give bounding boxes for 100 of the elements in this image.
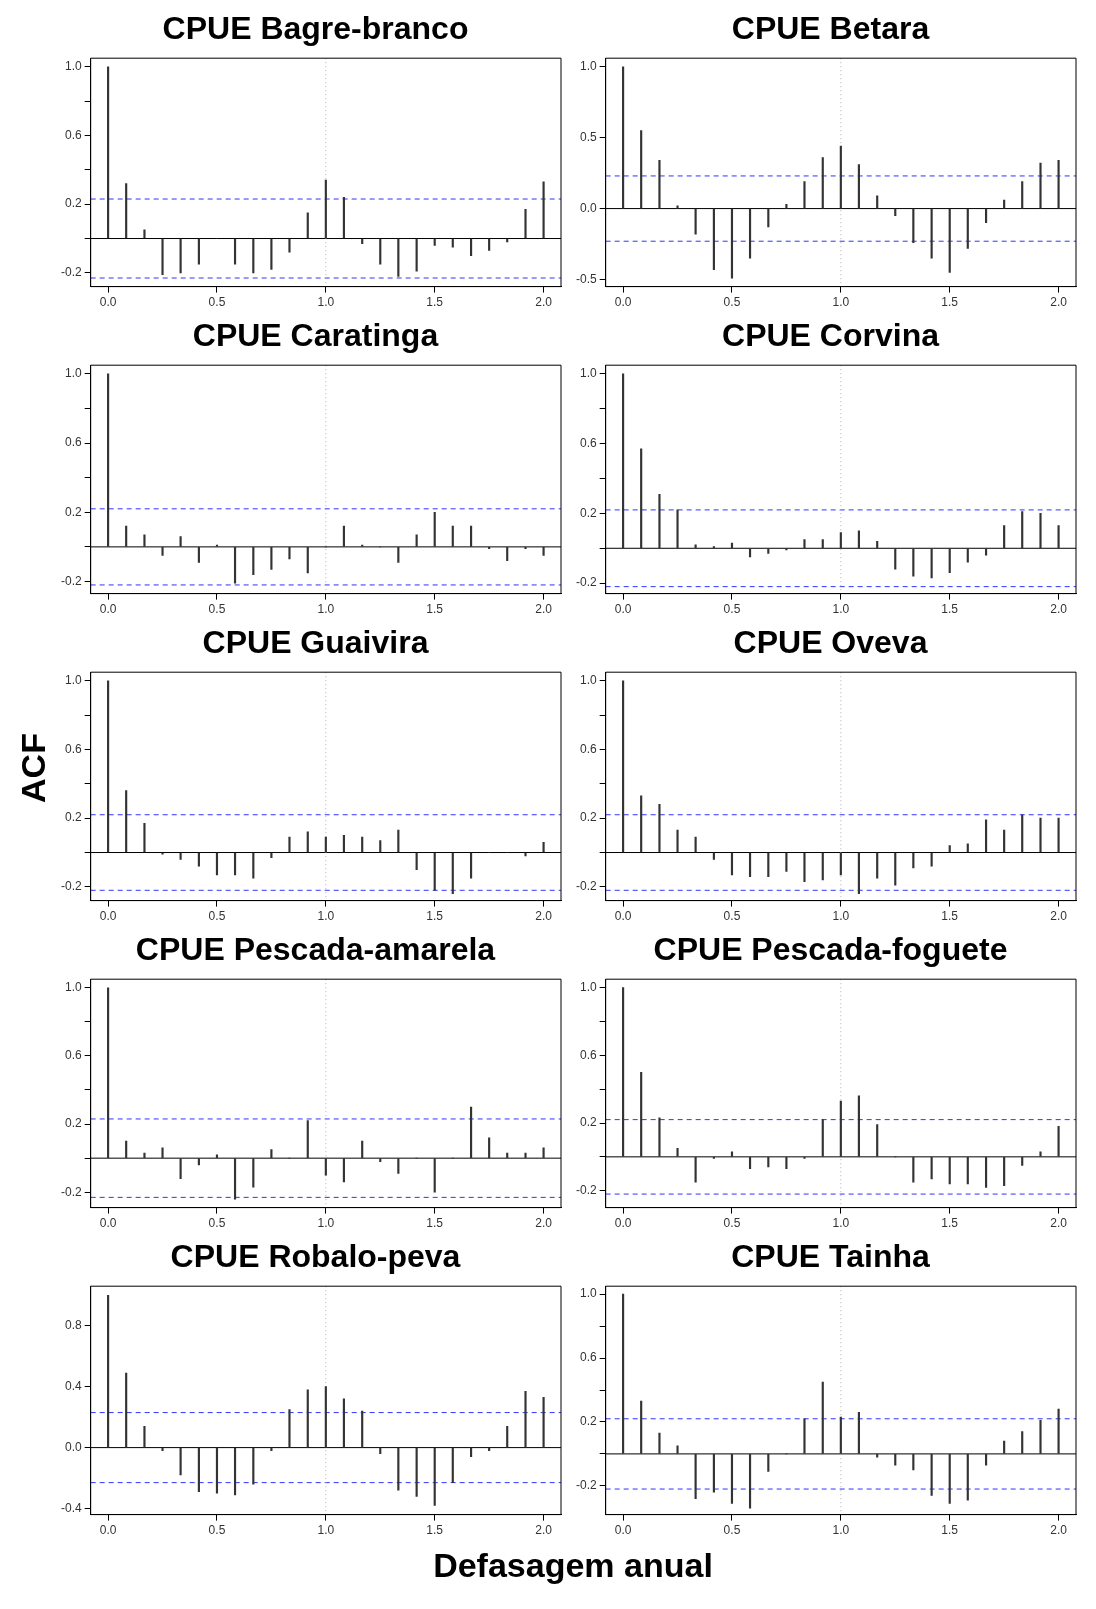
x-tick-label: 1.5 — [941, 1523, 959, 1538]
chart-title: CPUE Robalo-peva — [169, 1237, 462, 1276]
x-tick-label: 0.0 — [99, 602, 117, 617]
x-tick-label: 1.5 — [941, 1216, 959, 1231]
x-tick-label: 1.5 — [426, 1523, 444, 1538]
y-tick-label: 0.2 — [579, 1115, 597, 1130]
x-tick-label: 1.5 — [426, 602, 444, 617]
x-tick-label: 0.0 — [614, 1216, 632, 1231]
y-tick-label: 1.0 — [579, 366, 597, 381]
chart-title: CPUE Pescada-amarela — [134, 930, 497, 969]
y-tick-label: 0.6 — [579, 1350, 597, 1365]
y-tick-label: -0.2 — [60, 1184, 82, 1199]
x-tick-label: 2.0 — [1050, 1523, 1068, 1538]
x-axis-title: Defasagem anual — [432, 1545, 714, 1586]
chart-title: CPUE Oveva — [732, 623, 929, 662]
x-tick-label: 2.0 — [535, 1216, 553, 1231]
x-tick-label: 0.5 — [208, 602, 226, 617]
y-tick-label: -0.2 — [60, 573, 82, 588]
y-tick-label: 1.0 — [64, 673, 82, 688]
y-tick-label: 0.6 — [579, 1047, 597, 1062]
y-tick-label: -0.4 — [60, 1500, 82, 1515]
y-tick-label: 0.6 — [64, 127, 82, 142]
x-tick-label: 2.0 — [1050, 1216, 1068, 1231]
x-tick-label: 0.5 — [208, 295, 226, 310]
chart-title: CPUE Tainha — [730, 1237, 931, 1276]
x-tick-label: 1.0 — [317, 602, 335, 617]
x-tick-label: 1.0 — [832, 909, 850, 924]
x-tick-label: 1.5 — [426, 1216, 444, 1231]
y-tick-label: -0.2 — [575, 879, 597, 894]
chart-title: CPUE Betara — [730, 9, 931, 48]
x-tick-label: 2.0 — [1050, 602, 1068, 617]
x-tick-label: 2.0 — [535, 602, 553, 617]
x-tick-label: 0.5 — [208, 909, 226, 924]
y-tick-label: 0.2 — [64, 196, 82, 211]
y-tick-label: 0.4 — [64, 1379, 82, 1394]
y-tick-label: 0.6 — [64, 435, 82, 450]
x-tick-label: 1.5 — [941, 909, 959, 924]
x-tick-label: 2.0 — [535, 1523, 553, 1538]
y-tick-label: 1.0 — [579, 979, 597, 994]
y-tick-label: 0.6 — [579, 741, 597, 756]
x-tick-label: 0.5 — [723, 1216, 741, 1231]
x-tick-label: 2.0 — [535, 295, 553, 310]
y-tick-label: 1.0 — [64, 366, 82, 381]
chart-title: CPUE Corvina — [721, 316, 941, 355]
y-tick-label: 0.2 — [64, 504, 82, 519]
y-tick-label: 0.2 — [64, 810, 82, 825]
y-tick-label: 0.0 — [579, 200, 597, 215]
y-tick-label: 0.8 — [64, 1318, 82, 1333]
x-tick-label: 0.5 — [208, 1523, 226, 1538]
x-tick-label: 0.0 — [614, 1523, 632, 1538]
y-tick-label: 0.2 — [64, 1116, 82, 1131]
x-tick-label: 1.5 — [426, 295, 444, 310]
x-tick-label: 1.0 — [317, 1523, 335, 1538]
y-tick-label: 0.2 — [579, 505, 597, 520]
y-tick-label: 0.6 — [579, 435, 597, 450]
chart-title: CPUE Caratinga — [191, 316, 440, 355]
x-tick-label: 0.5 — [723, 295, 741, 310]
x-tick-label: 0.0 — [614, 295, 632, 310]
x-tick-label: 1.0 — [317, 909, 335, 924]
y-tick-label: 1.0 — [579, 59, 597, 74]
chart-title: CPUE Pescada-foguete — [652, 930, 1009, 969]
y-tick-label: 1.0 — [579, 673, 597, 688]
chart-title: CPUE Bagre-branco — [161, 9, 470, 48]
x-tick-label: 1.0 — [317, 1216, 335, 1231]
x-tick-label: 1.0 — [832, 1216, 850, 1231]
y-tick-label: -0.2 — [575, 575, 597, 590]
x-tick-label: 0.0 — [99, 909, 117, 924]
x-tick-label: 0.0 — [99, 295, 117, 310]
x-tick-label: 1.0 — [317, 295, 335, 310]
x-tick-label: 1.0 — [832, 602, 850, 617]
y-tick-label: 0.2 — [579, 1414, 597, 1429]
y-tick-label: 1.0 — [64, 59, 82, 74]
x-tick-label: 1.5 — [426, 909, 444, 924]
x-tick-label: 2.0 — [1050, 295, 1068, 310]
x-tick-label: 0.0 — [614, 602, 632, 617]
y-tick-label: -0.2 — [60, 879, 82, 894]
x-tick-label: 0.5 — [723, 1523, 741, 1538]
y-tick-label: 0.0 — [64, 1439, 82, 1454]
x-tick-label: 0.0 — [99, 1216, 117, 1231]
x-tick-label: 0.5 — [723, 909, 741, 924]
x-tick-label: 0.0 — [614, 909, 632, 924]
x-tick-label: 0.0 — [99, 1523, 117, 1538]
y-axis-title: ACF — [13, 733, 53, 803]
y-tick-label: -0.5 — [575, 271, 597, 286]
y-tick-label: 0.2 — [579, 810, 597, 825]
x-tick-label: 0.5 — [208, 1216, 226, 1231]
y-tick-label: -0.2 — [60, 265, 82, 280]
x-tick-label: 1.5 — [941, 602, 959, 617]
y-tick-label: -0.2 — [575, 1478, 597, 1493]
y-tick-label: -0.2 — [575, 1182, 597, 1197]
y-tick-label: 0.6 — [64, 741, 82, 756]
x-tick-label: 2.0 — [535, 909, 553, 924]
chart-title: CPUE Guaivira — [201, 623, 430, 662]
x-tick-label: 2.0 — [1050, 909, 1068, 924]
y-tick-label: 0.5 — [579, 129, 597, 144]
x-tick-label: 1.0 — [832, 1523, 850, 1538]
x-tick-label: 0.5 — [723, 602, 741, 617]
x-tick-label: 1.5 — [941, 295, 959, 310]
x-tick-label: 1.0 — [832, 295, 850, 310]
y-tick-label: 1.0 — [64, 980, 82, 995]
